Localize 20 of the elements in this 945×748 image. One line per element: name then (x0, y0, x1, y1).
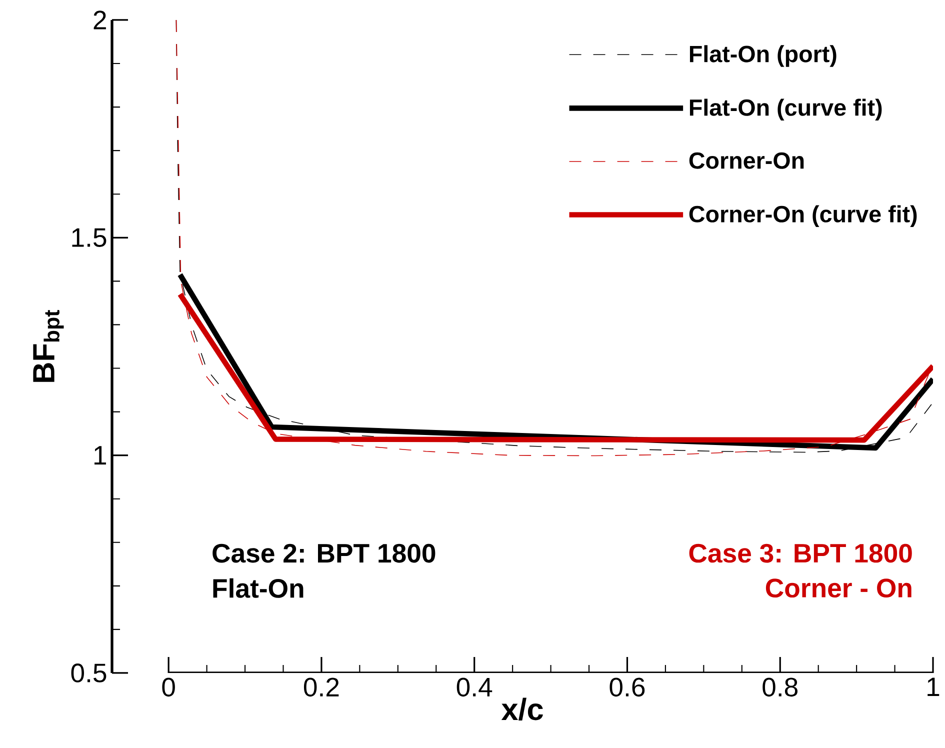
y-axis-title: BF$_{bpt}$ (33, 310, 64, 382)
y-tick-label: 0.5 (71, 664, 106, 682)
x-tick-label: 1 (928, 678, 940, 696)
x-tick-label: 0.8 (762, 678, 798, 697)
x-tick-label: 0 (162, 678, 175, 697)
x-axis-title: x/c (501, 698, 543, 721)
y-tick-label: 1 (94, 446, 106, 464)
annotation: Case 3: BPT 1800 (689, 544, 912, 563)
y-tick-label: 1.5 (72, 228, 106, 247)
annotation: Corner - On (766, 578, 912, 598)
legend-label: Flat-On (port) (690, 45, 836, 67)
legend-label: Corner-On (689, 152, 804, 169)
annotation: Flat-On (213, 578, 304, 598)
y-tick-label: 2 (94, 10, 106, 30)
legend-label: Corner-On (curve fit) (689, 205, 917, 228)
x-tick-label: 0.2 (304, 678, 339, 697)
annotation: Case 2: BPT 1800 (212, 544, 436, 563)
x-tick-label: 0.6 (610, 678, 645, 697)
x-tick-label: 0.4 (456, 678, 492, 697)
legend-label: Flat-On (curve fit) (690, 98, 882, 121)
